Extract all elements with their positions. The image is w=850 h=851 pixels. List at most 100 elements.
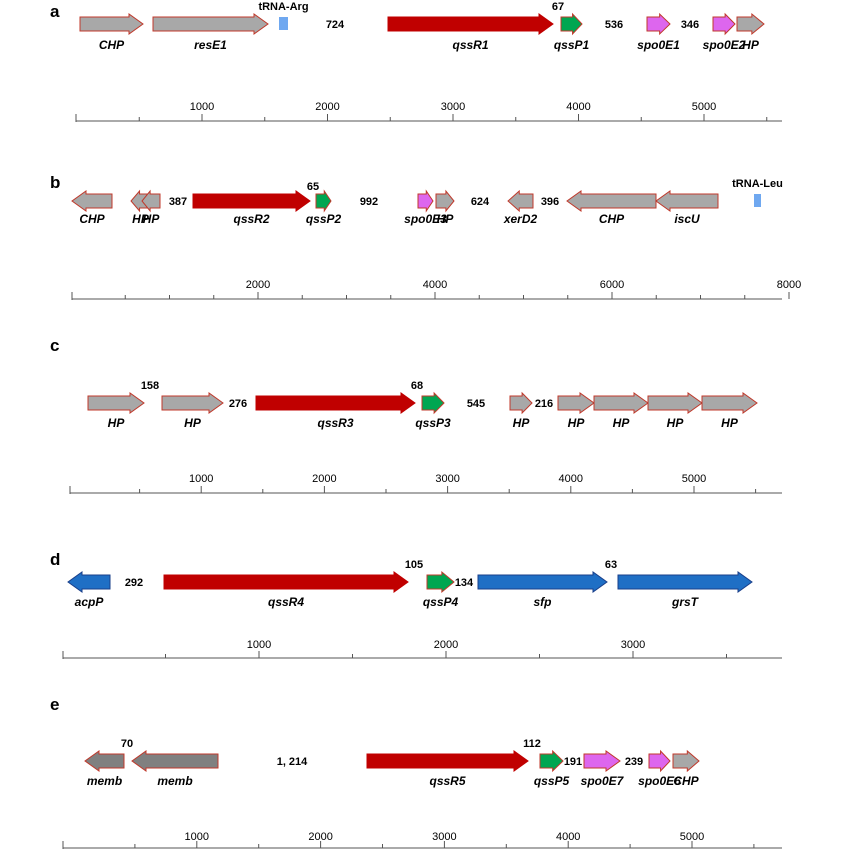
- intergenic-distance: 292: [125, 577, 143, 589]
- gene-arrow-HP: [647, 392, 703, 414]
- intergenic-distance: 992: [360, 196, 378, 208]
- tick-label: 8000: [777, 279, 801, 291]
- tick-label: 3000: [435, 473, 459, 485]
- tick-label: 2000: [434, 639, 458, 651]
- panel-letter: a: [50, 2, 60, 21]
- gene-arrow-acpP: [67, 571, 111, 593]
- tick-label: 3000: [621, 639, 645, 651]
- tick-label: 3000: [432, 831, 456, 843]
- gene-label: HP: [742, 38, 760, 52]
- gene-label: CHP: [673, 774, 699, 788]
- intergenic-distance: 346: [681, 19, 699, 31]
- gene-arrow-memb: [131, 750, 219, 772]
- gene-arrow-HP: [701, 392, 758, 414]
- intergenic-distance: 65: [307, 181, 319, 193]
- intergenic-distance: 624: [471, 196, 490, 208]
- gene-label: qssR3: [317, 416, 353, 430]
- intergenic-distance: 105: [405, 559, 423, 571]
- tick-label: 2000: [315, 101, 339, 113]
- gene-label: qssP4: [423, 595, 459, 609]
- tick-label: 1000: [247, 639, 271, 651]
- gene-label: acpP: [75, 595, 105, 609]
- intergenic-distance: 387: [169, 196, 187, 208]
- gene-arrow-HP: [87, 392, 145, 414]
- gene-label: grsT: [671, 595, 700, 609]
- panel-letter: b: [50, 173, 60, 192]
- gene-arrow-HP: [593, 392, 649, 414]
- gene-arrow-spo0E1: [646, 12, 671, 36]
- gene-arrow-CHP: [566, 190, 657, 212]
- tick-label: 5000: [692, 101, 716, 113]
- gene-label: qssP2: [306, 212, 342, 226]
- intergenic-distance: 239: [625, 756, 643, 768]
- tick-label: 5000: [682, 473, 706, 485]
- gene-label: memb: [157, 774, 192, 788]
- trna-label: tRNA-Leu: [732, 178, 783, 190]
- gene-label: spo0E3: [404, 212, 447, 226]
- gene-label: qssP1: [554, 38, 590, 52]
- gene-arrow-HP: [141, 189, 161, 213]
- gene-label: xerD2: [503, 212, 538, 226]
- gene-label: qssP3: [415, 416, 451, 430]
- gene-arrow-qssP1: [560, 12, 583, 36]
- gene-arrow-HP: [736, 12, 765, 36]
- intergenic-distance: 68: [411, 380, 423, 392]
- tick-label: 2000: [246, 279, 270, 291]
- intergenic-distance: 70: [121, 738, 133, 750]
- intergenic-distance: 134: [455, 577, 474, 589]
- intergenic-distance: 545: [467, 398, 485, 410]
- gene-label: spo0E2: [703, 38, 746, 52]
- gene-arrow-sfp: [477, 571, 608, 593]
- tick-label: 1000: [185, 831, 209, 843]
- gene-arrow-HP: [161, 392, 224, 414]
- gene-label: HP: [132, 212, 150, 226]
- gene-label: resE1: [194, 38, 227, 52]
- intergenic-distance: 63: [605, 559, 617, 571]
- gene-arrow-qssP4: [426, 570, 455, 594]
- trna-box: [754, 194, 761, 207]
- intergenic-distance: 216: [535, 398, 553, 410]
- gene-arrow-qssP5: [539, 749, 564, 773]
- gene-label: HP: [184, 416, 202, 430]
- panel-letter: e: [50, 695, 59, 714]
- gene-arrow-CHP: [71, 190, 113, 212]
- gene-arrow-memb: [84, 750, 125, 772]
- tick-label: 4000: [559, 473, 583, 485]
- gene-label: CHP: [79, 212, 105, 226]
- gene-arrow-CHP: [672, 749, 700, 773]
- intergenic-distance: 396: [541, 196, 559, 208]
- panel-letter: c: [50, 336, 59, 355]
- gene-arrow-qssR4: [163, 571, 409, 593]
- gene-arrow-spo0E2: [712, 12, 736, 36]
- gene-label: HP: [108, 416, 126, 430]
- gene-arrow-spo0E7: [583, 750, 621, 772]
- gene-label: iscU: [674, 212, 700, 226]
- tick-label: 2000: [312, 473, 336, 485]
- tick-label: 4000: [566, 101, 590, 113]
- tick-label: 4000: [423, 279, 447, 291]
- intergenic-distance: 191: [564, 756, 582, 768]
- panel-c: c HP HP qssR3 qssP3 HP HP HP HP HP 158 276 68 545 216 1…: [50, 336, 782, 494]
- intergenic-distance: 112: [523, 738, 541, 750]
- gene-arrow-HP: [557, 392, 595, 414]
- gene-label: qssR2: [233, 212, 269, 226]
- panel-d: d acpP qssR4 qssP4 sfp grsT 292 105 134 63 1000 200…: [50, 550, 782, 659]
- tick-label: 3000: [441, 101, 465, 113]
- intergenic-distance: 724: [326, 19, 345, 31]
- trna-box: [279, 17, 288, 30]
- gene-label: memb: [87, 774, 122, 788]
- intergenic-distance: 536: [605, 19, 623, 31]
- gene-label: HP: [437, 212, 455, 226]
- gene-label: spo0E7: [581, 774, 625, 788]
- gene-label: HP: [513, 416, 531, 430]
- tick-label: 1000: [190, 101, 214, 113]
- tick-label: 6000: [600, 279, 624, 291]
- tick-label: 1000: [189, 473, 213, 485]
- gene-label: CHP: [99, 38, 125, 52]
- tick-label: 5000: [680, 831, 704, 843]
- intergenic-distance: 1, 214: [277, 756, 308, 768]
